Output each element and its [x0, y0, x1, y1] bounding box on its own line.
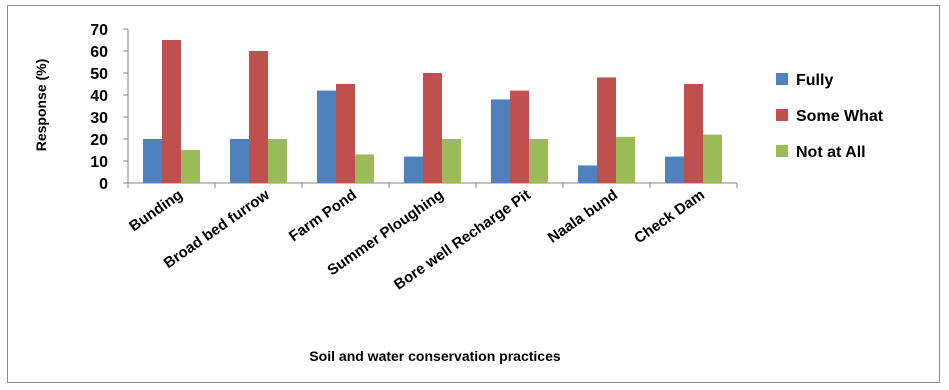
- bar-not-at-all: [181, 150, 200, 183]
- legend-label: Not at All: [796, 144, 866, 161]
- bar-some-what: [684, 84, 703, 183]
- x-category-label: Bunding: [126, 186, 186, 235]
- x-category-label: Bore well Recharge Pit: [391, 186, 534, 293]
- bar-some-what: [423, 73, 442, 183]
- legend-swatch-some-what: [776, 109, 788, 121]
- legend-label: Some What: [796, 108, 884, 125]
- bar-not-at-all: [616, 136, 635, 183]
- bar-some-what: [510, 90, 529, 183]
- y-tick-label: 40: [90, 88, 108, 105]
- x-category-label: Farm Pond: [286, 186, 360, 245]
- legend: Fully Some What Not at All: [776, 72, 884, 161]
- bar-some-what: [249, 51, 268, 183]
- bar-fully: [404, 156, 423, 183]
- y-tick-label: 50: [90, 66, 108, 83]
- y-tick-label: 30: [90, 110, 108, 127]
- y-tick-label: 70: [90, 22, 108, 39]
- bar-some-what: [597, 77, 616, 183]
- bar-fully: [230, 139, 249, 183]
- bar-not-at-all: [529, 139, 548, 183]
- y-axis-title: Response (%): [33, 59, 49, 152]
- y-tick-label: 0: [99, 176, 108, 193]
- bar-not-at-all: [268, 139, 287, 183]
- bar-some-what: [162, 40, 181, 183]
- bar-fully: [491, 99, 510, 183]
- bar-fully: [143, 139, 162, 183]
- y-tick-label: 20: [90, 132, 108, 149]
- y-tick-label: 60: [90, 44, 108, 61]
- legend-swatch-not-at-all: [776, 145, 788, 157]
- x-axis-title: Soil and water conservation practices: [309, 348, 561, 364]
- legend-label: Fully: [796, 72, 833, 89]
- bar-fully: [578, 165, 597, 183]
- y-tick-label: 10: [90, 154, 108, 171]
- bar-some-what: [336, 84, 355, 183]
- bar-not-at-all: [355, 154, 374, 183]
- bar-fully: [665, 156, 684, 183]
- legend-swatch-fully: [776, 73, 788, 85]
- bar-not-at-all: [703, 134, 722, 183]
- y-axis-title-group: Response (%): [33, 59, 49, 152]
- x-category-label: Check Dam: [631, 186, 708, 247]
- x-category-label: Naala bund: [545, 186, 621, 246]
- bar-fully: [317, 90, 336, 183]
- bar-not-at-all: [442, 139, 461, 183]
